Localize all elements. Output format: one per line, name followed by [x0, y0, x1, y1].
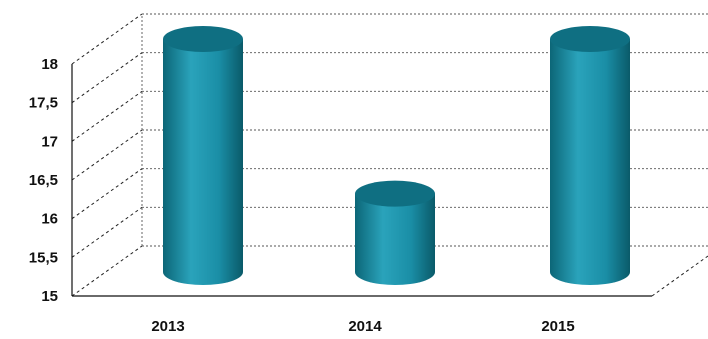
bar-2015	[550, 26, 630, 285]
y-tick-label-0: 15	[41, 288, 58, 305]
grid-floor-right	[651, 255, 708, 297]
y-tick-label-5: 17,5	[29, 95, 58, 112]
grid-diagonal-3	[71, 129, 143, 181]
y-tick-label-6: 18	[41, 56, 58, 73]
axes	[71, 64, 652, 297]
y-tick-label-2: 16	[41, 211, 58, 228]
x-tick-label-2014: 2014	[348, 318, 382, 335]
grid-diagonal-0	[71, 245, 143, 297]
bar-top-2013	[163, 26, 243, 52]
bar-body-2014	[355, 193, 435, 285]
x-tick-label-2013: 2013	[151, 318, 184, 335]
y-tick-label-1: 15,5	[29, 249, 58, 266]
y-tick-label-3: 16,5	[29, 172, 58, 189]
grid-diagonal-5	[71, 52, 143, 104]
grid-diagonal-2	[71, 168, 143, 220]
y-tick-labels: 15 15,5 16 16,5 17 17,5 18	[29, 56, 58, 305]
bar-top-2015	[550, 26, 630, 52]
y-tick-label-4: 17	[41, 133, 58, 150]
bars	[163, 26, 630, 285]
grid-diagonal-1	[71, 206, 143, 258]
bar-2013	[163, 26, 243, 285]
x-tick-labels: 2013 2014 2015	[151, 318, 574, 335]
bar-body-2015	[550, 39, 630, 285]
bar-2014	[355, 180, 435, 285]
bar-top-2014	[355, 180, 435, 207]
bar-body-2013	[163, 39, 243, 285]
grid-diagonal-4	[71, 90, 143, 142]
grid-diagonal-6	[71, 13, 143, 65]
x-tick-label-2015: 2015	[541, 318, 574, 335]
